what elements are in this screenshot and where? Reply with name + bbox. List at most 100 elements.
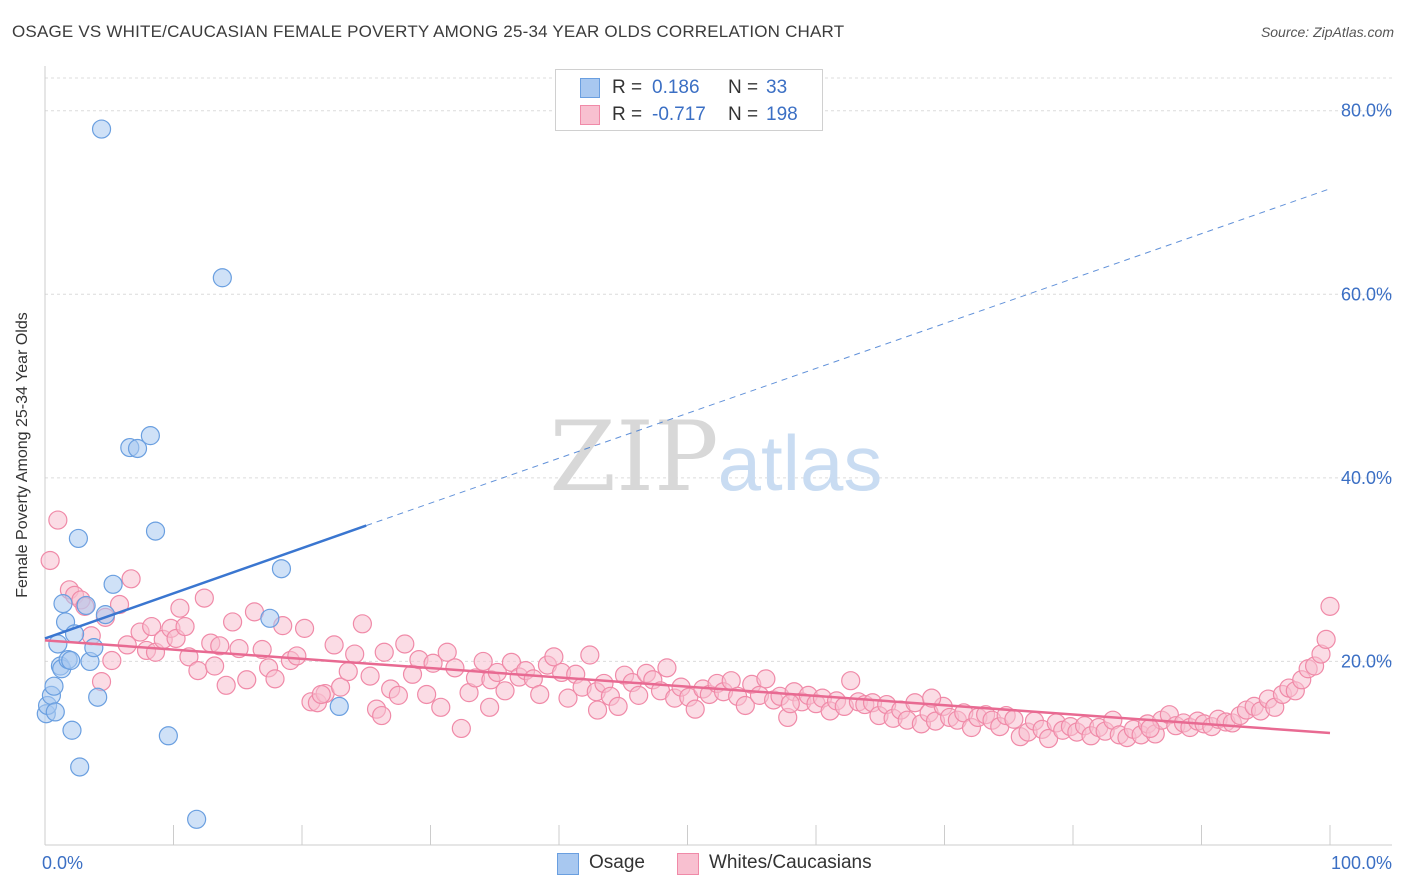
- whites-point: [1140, 718, 1160, 739]
- whites-point: [1038, 728, 1059, 749]
- whites-point: [495, 681, 515, 701]
- whites-point: [179, 647, 199, 667]
- osage-point: [212, 268, 232, 288]
- osage-point: [68, 528, 89, 549]
- trend-lines: [44, 188, 1331, 735]
- osage-point: [271, 559, 292, 579]
- whites-point: [530, 684, 550, 705]
- whites-point: [237, 670, 257, 690]
- whites-point: [445, 658, 465, 678]
- tick-labels: 20.0% 40.0% 60.0% 80.0% 0.0% 100.0%: [42, 101, 1392, 873]
- osage-point: [45, 702, 65, 722]
- osage-point: [53, 594, 73, 614]
- whites-point: [175, 616, 195, 637]
- whites-point: [558, 688, 578, 708]
- whites-point: [580, 645, 600, 665]
- legend-label-whites: Whites/Caucasians: [709, 852, 872, 873]
- whites-point: [780, 694, 800, 714]
- whites-point: [216, 675, 236, 695]
- y-tick-label: 20.0%: [1341, 651, 1392, 671]
- whites-point: [1316, 629, 1336, 650]
- whites-point: [395, 634, 415, 654]
- whites-point: [417, 684, 437, 705]
- y-tick-label: 40.0%: [1341, 468, 1392, 488]
- whites-point: [841, 671, 861, 691]
- whites-point: [223, 612, 243, 632]
- osage-point: [84, 638, 104, 658]
- whites-point: [252, 639, 272, 660]
- data-points: [36, 119, 1340, 829]
- osage-point: [260, 608, 280, 628]
- osage-point: [61, 650, 81, 671]
- whites-point: [922, 688, 942, 708]
- whites-point: [374, 642, 394, 662]
- n-value: 198: [766, 104, 798, 125]
- whites-point: [657, 658, 677, 678]
- whites-point: [210, 636, 230, 656]
- whites-point: [587, 700, 608, 720]
- chart-title: OSAGE VS WHITE/CAUCASIAN FEMALE POVERTY …: [12, 22, 845, 41]
- whites-point: [372, 705, 392, 726]
- whites-point: [330, 677, 351, 697]
- whites-point: [360, 666, 380, 686]
- x-tick-label: 0.0%: [42, 853, 83, 873]
- n-label: N =: [728, 77, 759, 98]
- osage-point: [70, 757, 90, 777]
- osage-point: [187, 809, 207, 829]
- whites-point: [294, 618, 315, 638]
- y-tick-label: 80.0%: [1341, 101, 1392, 121]
- whites-point: [48, 510, 68, 530]
- whites-swatch: [580, 105, 600, 125]
- r-label: R =: [612, 104, 643, 125]
- whites-point: [338, 661, 358, 682]
- whites-point: [1320, 596, 1340, 616]
- r-value: -0.717: [652, 104, 706, 125]
- x-tick-label: 100.0%: [1331, 853, 1392, 873]
- whites-point: [188, 661, 208, 681]
- whites-point: [388, 685, 408, 705]
- r-value: 0.186: [652, 77, 700, 98]
- whites-point: [544, 647, 564, 667]
- n-value: 33: [766, 77, 788, 98]
- whites-point: [431, 697, 451, 717]
- whites-point: [91, 672, 112, 692]
- osage-point: [103, 574, 123, 594]
- whites-point: [170, 598, 190, 618]
- watermark: ZIP atlas: [549, 401, 882, 513]
- whites-point: [311, 684, 331, 705]
- watermark-atlas: atlas: [718, 419, 883, 507]
- whites-point: [735, 695, 755, 716]
- whites-point: [205, 656, 225, 676]
- osage-point: [91, 119, 112, 139]
- whites-point: [121, 569, 141, 589]
- osage-point: [76, 595, 96, 616]
- whites-legend-swatch: [677, 853, 699, 875]
- whites-point: [324, 635, 344, 655]
- whites-point: [608, 696, 628, 717]
- n-label: N =: [728, 104, 759, 125]
- osage-trend-extension: [366, 188, 1331, 527]
- osage-point: [140, 426, 160, 446]
- r-label: R =: [612, 77, 643, 98]
- osage-point: [158, 726, 178, 746]
- whites-point: [756, 669, 776, 689]
- stats-legend: R = 0.186 N = 33 R = -0.717 N = 198: [555, 69, 823, 131]
- whites-point: [451, 718, 471, 739]
- whites-trend-line: [44, 639, 1331, 735]
- whites-point: [473, 651, 493, 672]
- whites-point: [345, 644, 365, 664]
- osage-point: [127, 438, 148, 459]
- whites-point: [480, 697, 500, 717]
- y-axis-label: Female Poverty Among 25-34 Year Olds: [14, 312, 31, 598]
- source-label: Source: ZipAtlas.com: [1260, 24, 1394, 40]
- osage-point: [62, 720, 82, 740]
- osage-point: [145, 521, 166, 541]
- osage-point: [329, 696, 349, 717]
- legend-label-osage: Osage: [589, 852, 645, 873]
- whites-point: [142, 616, 162, 637]
- whites-point: [1004, 709, 1024, 729]
- osage-point: [48, 634, 68, 654]
- osage-legend-swatch: [557, 853, 579, 875]
- y-tick-label: 60.0%: [1341, 284, 1392, 304]
